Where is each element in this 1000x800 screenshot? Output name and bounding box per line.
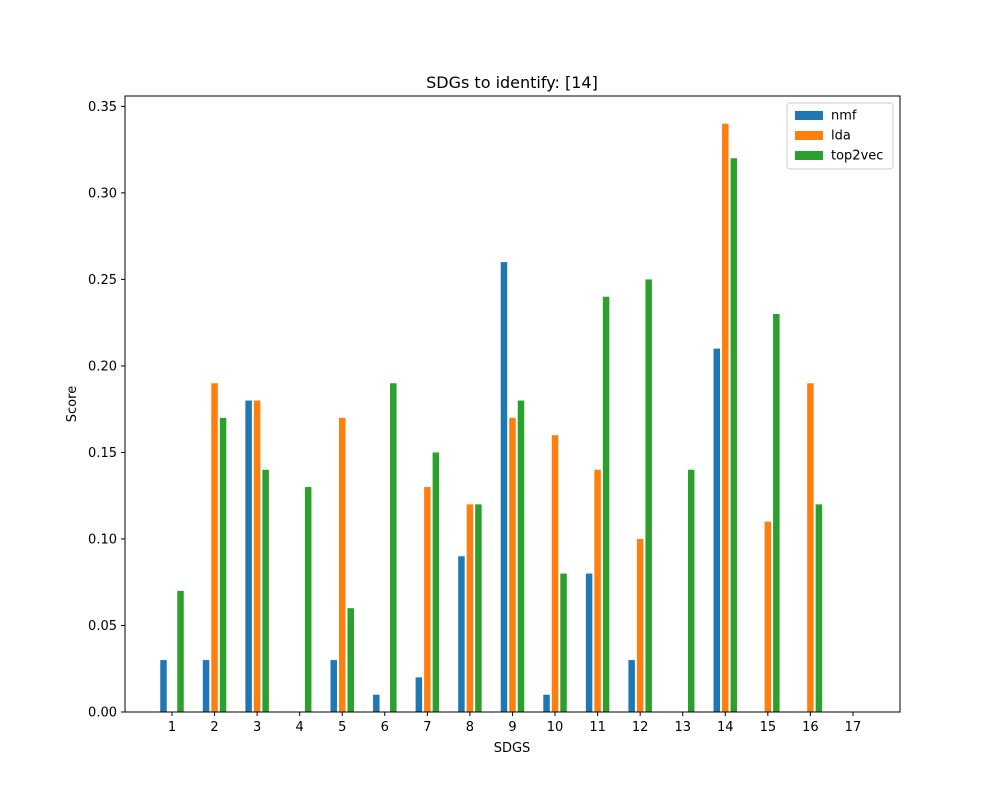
bar-lda-16 bbox=[807, 383, 814, 712]
bar-top2vec-5 bbox=[347, 608, 354, 712]
bar-top2vec-9 bbox=[517, 400, 525, 712]
bar-top2vec-10 bbox=[560, 573, 567, 712]
bar-top2vec-3 bbox=[262, 469, 269, 712]
legend-label-nmf: nmf bbox=[831, 109, 857, 124]
y-tick-label: 0.20 bbox=[88, 359, 117, 374]
bars-layer bbox=[160, 123, 823, 713]
bar-lda-8 bbox=[466, 504, 474, 712]
legend-swatch-lda bbox=[795, 131, 823, 140]
x-tick-label: 9 bbox=[508, 720, 516, 735]
legend-label-top2vec: top2vec bbox=[831, 149, 883, 164]
x-tick-label: 14 bbox=[717, 720, 734, 735]
bar-lda-11 bbox=[594, 469, 601, 712]
legend-swatch-top2vec bbox=[795, 151, 823, 160]
bar-top2vec-8 bbox=[475, 504, 482, 712]
bar-top2vec-12 bbox=[645, 279, 652, 712]
bar-lda-5 bbox=[338, 417, 346, 712]
x-tick-label: 12 bbox=[632, 720, 649, 735]
x-axis-label: SDGS bbox=[494, 741, 531, 756]
bar-nmf-7 bbox=[415, 677, 423, 712]
x-tick-label: 16 bbox=[802, 720, 819, 735]
x-tick-label: 6 bbox=[381, 720, 389, 735]
bar-nmf-11 bbox=[585, 573, 593, 712]
bar-nmf-8 bbox=[458, 556, 465, 712]
bar-top2vec-2 bbox=[219, 417, 227, 712]
bar-top2vec-14 bbox=[730, 158, 738, 713]
bar-lda-9 bbox=[509, 417, 516, 712]
y-tick-label: 0.35 bbox=[88, 100, 117, 115]
x-tick-label: 3 bbox=[253, 720, 261, 735]
y-axis-label: Score bbox=[65, 386, 80, 422]
bar-top2vec-13 bbox=[687, 469, 695, 712]
chart-title: SDGs to identify: [14] bbox=[426, 73, 598, 92]
bar-nmf-10 bbox=[543, 694, 550, 712]
legend-swatch-nmf bbox=[795, 111, 823, 120]
bar-nmf-14 bbox=[713, 348, 721, 712]
bar-nmf-6 bbox=[373, 694, 380, 712]
x-tick-label: 2 bbox=[210, 720, 218, 735]
bar-nmf-1 bbox=[160, 660, 167, 712]
y-tick-label: 0.30 bbox=[88, 186, 117, 201]
bar-top2vec-7 bbox=[432, 452, 440, 712]
bar-lda-15 bbox=[764, 521, 772, 712]
x-tick-label: 7 bbox=[423, 720, 431, 735]
bar-nmf-2 bbox=[202, 660, 210, 712]
bar-lda-10 bbox=[551, 435, 559, 712]
bar-nmf-9 bbox=[500, 262, 508, 712]
x-tick-label: 15 bbox=[760, 720, 777, 735]
bar-top2vec-6 bbox=[390, 383, 397, 712]
bar-top2vec-11 bbox=[602, 296, 610, 712]
y-tick-label: 0.15 bbox=[88, 446, 117, 461]
bar-lda-7 bbox=[424, 487, 431, 712]
x-tick-label: 11 bbox=[589, 720, 606, 735]
bar-top2vec-4 bbox=[304, 487, 312, 712]
y-axis: 0.00 0.05 0.10 0.15 0.20 0.25 0.30 0.35 bbox=[88, 100, 125, 721]
y-tick-label: 0.05 bbox=[88, 619, 117, 634]
bar-top2vec-15 bbox=[773, 314, 780, 712]
x-tick-label: 5 bbox=[338, 720, 346, 735]
y-tick-label: 0.10 bbox=[88, 532, 117, 547]
bar-lda-3 bbox=[253, 400, 261, 712]
legend-label-lda: lda bbox=[831, 129, 851, 144]
bar-nmf-3 bbox=[245, 400, 252, 712]
bar-top2vec-16 bbox=[815, 504, 823, 712]
y-tick-label: 0.25 bbox=[88, 273, 117, 288]
bar-lda-12 bbox=[636, 538, 644, 712]
x-tick-label: 17 bbox=[845, 720, 862, 735]
x-tick-label: 13 bbox=[674, 720, 691, 735]
x-tick-label: 1 bbox=[168, 720, 176, 735]
x-tick-label: 10 bbox=[547, 720, 564, 735]
y-tick-label: 0.00 bbox=[88, 706, 117, 721]
x-tick-label: 4 bbox=[296, 720, 304, 735]
x-axis: 1 2 3 4 5 6 7 8 9 10 11 12 13 14 15 16 17 bbox=[168, 712, 861, 735]
bar-top2vec-1 bbox=[177, 590, 184, 712]
bar-nmf-5 bbox=[330, 660, 337, 712]
bar-lda-2 bbox=[211, 383, 218, 712]
bar-lda-14 bbox=[722, 123, 729, 712]
legend: nmf lda top2vec bbox=[786, 102, 894, 170]
bar-nmf-12 bbox=[628, 660, 635, 712]
x-tick-label: 8 bbox=[466, 720, 474, 735]
